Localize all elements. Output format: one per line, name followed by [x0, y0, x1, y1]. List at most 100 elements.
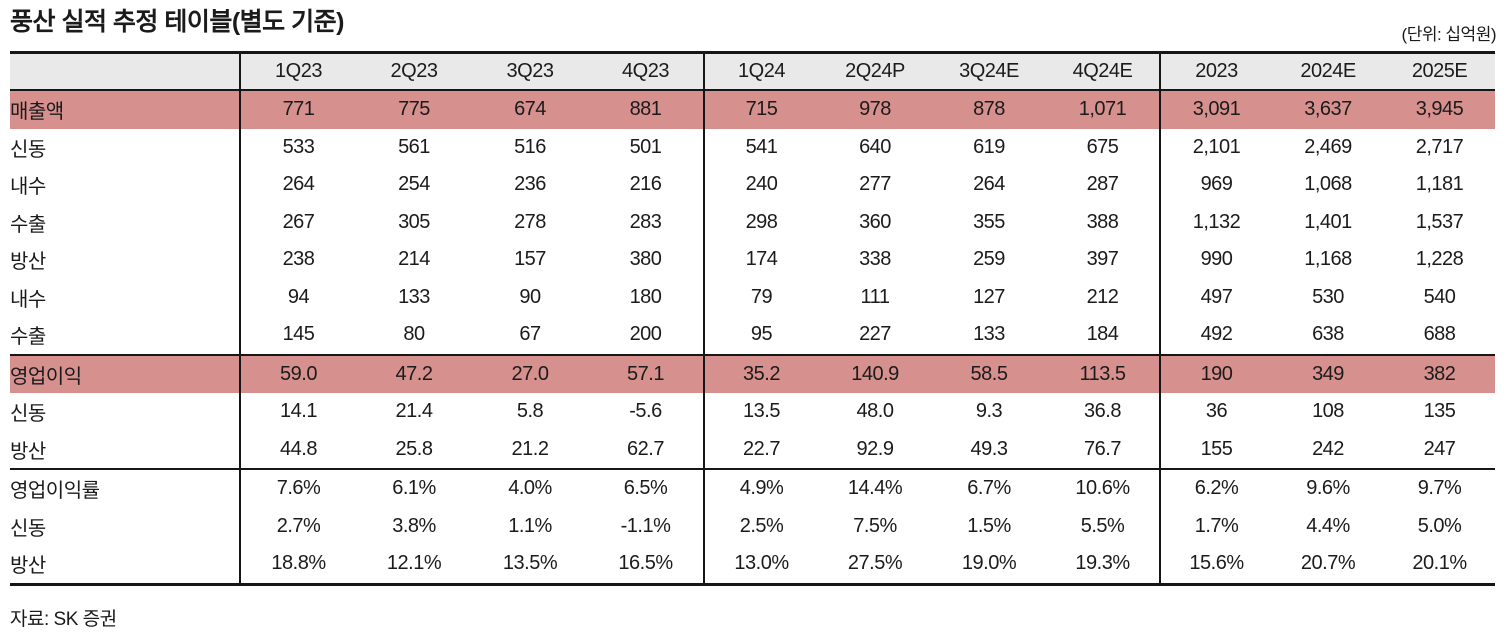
- value-cell: 2,469: [1272, 128, 1384, 166]
- row-label: 영업이익: [10, 353, 241, 393]
- value-cell: 530: [1272, 278, 1384, 316]
- value-cell: 516: [472, 128, 588, 166]
- value-cell: 94: [240, 278, 356, 316]
- value-cell: 775: [356, 90, 472, 129]
- value-cell: 140.9: [818, 353, 932, 393]
- value-cell: 14.1: [240, 393, 356, 431]
- table-row: 수출 145 80 67 200 95 227 133 184 492 638 688: [10, 316, 1495, 355]
- table-row: 수출 267 305 278 283 298 360 355 388 1,132 1,401 1,53…: [10, 203, 1495, 241]
- row-label: 수출: [10, 316, 241, 355]
- value-cell: 20.7%: [1272, 545, 1384, 586]
- value-cell: 3,637: [1272, 90, 1384, 129]
- source-note: 자료: SK 증권: [10, 608, 117, 630]
- column-header: 2025E: [1384, 51, 1495, 91]
- value-cell: 145: [240, 316, 356, 355]
- value-cell: 1,228: [1384, 241, 1495, 279]
- value-cell: 3,091: [1160, 90, 1272, 129]
- value-cell: 214: [356, 241, 472, 279]
- value-cell: 16.5%: [588, 545, 705, 586]
- value-cell: 619: [932, 128, 1046, 166]
- value-cell: 21.4: [356, 393, 472, 431]
- value-cell: 67: [472, 316, 588, 355]
- value-cell: 36.8: [1046, 393, 1161, 431]
- value-cell: 25.8: [356, 430, 472, 469]
- value-cell: -5.6: [588, 393, 705, 431]
- unit-note: (단위: 십억원): [1401, 25, 1497, 44]
- value-cell: 540: [1384, 278, 1495, 316]
- value-cell: 57.1: [588, 353, 705, 393]
- value-cell: 771: [240, 90, 356, 129]
- value-cell: 212: [1046, 278, 1161, 316]
- value-cell: 174: [704, 241, 818, 279]
- column-header: 4Q24E: [1046, 51, 1161, 91]
- value-cell: 287: [1046, 166, 1161, 204]
- column-header: 4Q23: [588, 51, 705, 91]
- value-cell: 638: [1272, 316, 1384, 355]
- value-cell: 48.0: [818, 393, 932, 431]
- value-cell: 108: [1272, 393, 1384, 431]
- row-label: 방산: [10, 241, 241, 279]
- value-cell: 20.1%: [1384, 545, 1495, 586]
- row-label: 신동: [10, 507, 241, 545]
- value-cell: 254: [356, 166, 472, 204]
- value-cell: 5.0%: [1384, 507, 1495, 545]
- value-cell: 6.7%: [932, 468, 1046, 508]
- value-cell: 19.3%: [1046, 545, 1161, 586]
- table-row: 내수 94 133 90 180 79 111 127 212 497 530 540: [10, 278, 1495, 316]
- value-cell: 127: [932, 278, 1046, 316]
- value-cell: 492: [1160, 316, 1272, 355]
- value-cell: 2.5%: [704, 507, 818, 545]
- value-cell: 236: [472, 166, 588, 204]
- value-cell: 990: [1160, 241, 1272, 279]
- value-cell: 1,401: [1272, 203, 1384, 241]
- value-cell: 1.5%: [932, 507, 1046, 545]
- value-cell: 13.0%: [704, 545, 818, 586]
- value-cell: 1.1%: [472, 507, 588, 545]
- table-header-row: 1Q23 2Q23 3Q23 4Q23 1Q24 2Q24P 3Q24E 4Q24E 2023 2…: [10, 51, 1495, 91]
- value-cell: 2.7%: [240, 507, 356, 545]
- value-cell: 264: [240, 166, 356, 204]
- row-label: 신동: [10, 393, 241, 431]
- value-cell: 35.2: [704, 353, 818, 393]
- value-cell: 267: [240, 203, 356, 241]
- table-row: 신동 14.1 21.4 5.8 -5.6 13.5 48.0 9.3 36.8 36 108 135: [10, 393, 1495, 431]
- table-row: 내수 264 254 236 216 240 277 264 287 969 1,068 1,181: [10, 166, 1495, 204]
- row-label: 신동: [10, 128, 241, 166]
- value-cell: 47.2: [356, 353, 472, 393]
- corner-cell: [10, 51, 241, 91]
- value-cell: 338: [818, 241, 932, 279]
- value-cell: 59.0: [240, 353, 356, 393]
- value-cell: 640: [818, 128, 932, 166]
- page-title: 풍산 실적 추정 테이블(별도 기준): [10, 8, 344, 36]
- value-cell: 3.8%: [356, 507, 472, 545]
- value-cell: 27.5%: [818, 545, 932, 586]
- report-page: { "header": { "title": "풍산 실적 추정 테이블(별도 …: [0, 7, 1509, 634]
- value-cell: 180: [588, 278, 705, 316]
- value-cell: 541: [704, 128, 818, 166]
- value-cell: -1.1%: [588, 507, 705, 545]
- column-header: 1Q23: [240, 51, 356, 91]
- row-label: 방산: [10, 545, 241, 586]
- value-cell: 242: [1272, 430, 1384, 469]
- value-cell: 18.8%: [240, 545, 356, 586]
- row-label: 내수: [10, 278, 241, 316]
- value-cell: 1,181: [1384, 166, 1495, 204]
- value-cell: 36: [1160, 393, 1272, 431]
- value-cell: 9.3: [932, 393, 1046, 431]
- value-cell: 1,132: [1160, 203, 1272, 241]
- value-cell: 501: [588, 128, 705, 166]
- value-cell: 95: [704, 316, 818, 355]
- value-cell: 216: [588, 166, 705, 204]
- value-cell: 264: [932, 166, 1046, 204]
- table-body: 매출액 771 775 674 881 715 978 878 1,071 3,091 3,637 3…: [10, 90, 1495, 586]
- value-cell: 240: [704, 166, 818, 204]
- row-label: 수출: [10, 203, 241, 241]
- value-cell: 76.7: [1046, 430, 1161, 469]
- value-cell: 6.5%: [588, 468, 705, 508]
- value-cell: 44.8: [240, 430, 356, 469]
- value-cell: 298: [704, 203, 818, 241]
- value-cell: 283: [588, 203, 705, 241]
- value-cell: 380: [588, 241, 705, 279]
- value-cell: 978: [818, 90, 932, 129]
- value-cell: 278: [472, 203, 588, 241]
